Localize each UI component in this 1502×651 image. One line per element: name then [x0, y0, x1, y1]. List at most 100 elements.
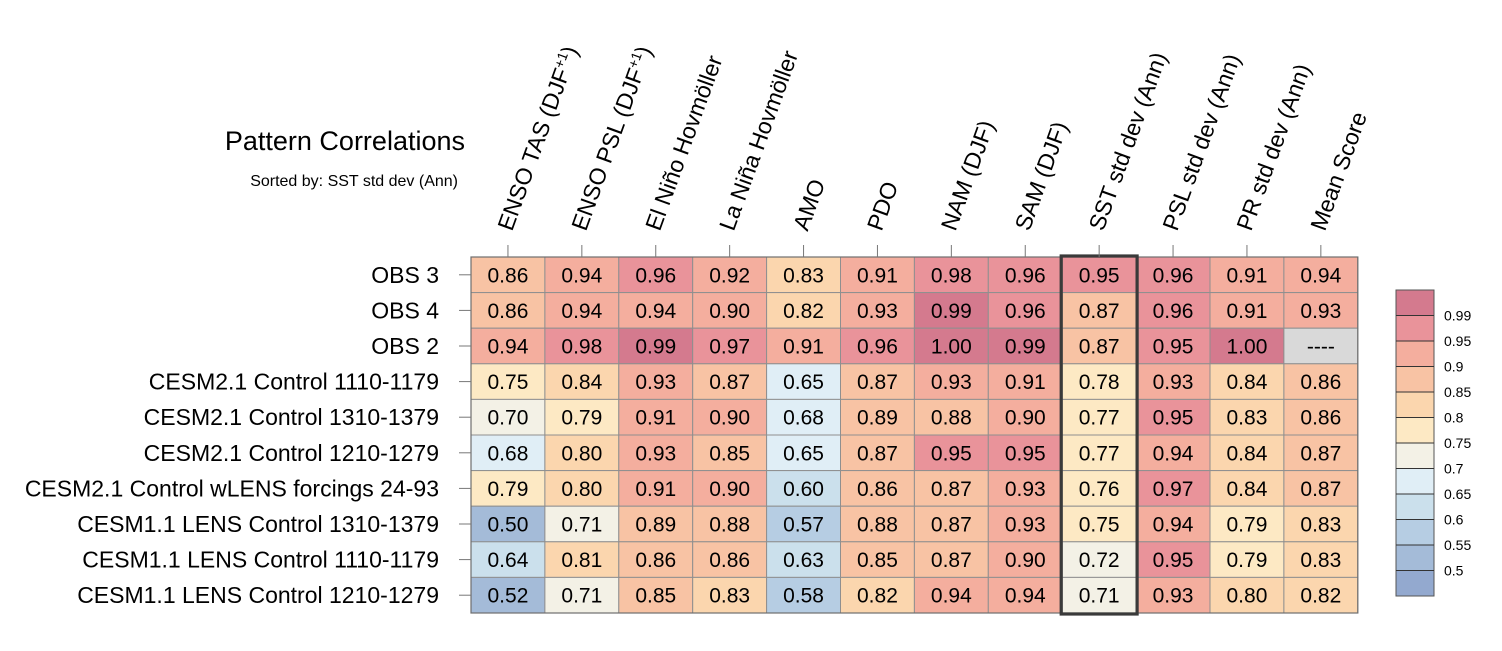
- cell-value: 0.93: [931, 371, 972, 394]
- heatmap-cell: [987, 434, 1063, 472]
- cell-value: 0.79: [488, 478, 529, 501]
- cell-value: 0.95: [1005, 442, 1046, 465]
- cell-value: 0.99: [931, 300, 972, 323]
- cell-value: 0.94: [488, 336, 529, 359]
- colorbar-label: 0.5: [1444, 563, 1464, 579]
- colorbar-swatch: [1396, 290, 1434, 316]
- cell-value: 0.75: [488, 371, 529, 394]
- cell-value: 0.90: [709, 478, 750, 501]
- cell-value: 0.57: [783, 514, 824, 537]
- cell-value: 0.82: [857, 585, 898, 608]
- cell-value: 0.83: [1300, 514, 1341, 537]
- cell-value: 0.99: [1005, 336, 1046, 359]
- heatmap-cell: [1209, 505, 1285, 543]
- cell-value: 0.83: [783, 264, 824, 287]
- heatmap-cell: [692, 541, 768, 578]
- cell-value: 0.87: [931, 514, 972, 537]
- heatmap-cell: [1283, 576, 1359, 614]
- cell-value: 0.86: [488, 300, 529, 323]
- colorbar-label: 0.7: [1444, 461, 1464, 477]
- heatmap-cell: [766, 541, 841, 578]
- cell-value: 0.86: [1300, 371, 1341, 394]
- cell-value: 0.77: [1079, 442, 1120, 465]
- cell-value: 0.95: [1153, 336, 1194, 359]
- heatmap-cell: [544, 505, 620, 543]
- cell-value: 0.87: [1300, 442, 1341, 465]
- cell-value: 0.71: [1079, 585, 1120, 608]
- column-label: Mean Score: [1305, 108, 1372, 233]
- cell-value: 0.86: [488, 264, 529, 287]
- heatmap-cell: [1135, 363, 1211, 400]
- cell-value: 0.86: [857, 478, 898, 501]
- cell-value: 0.95: [1153, 549, 1194, 572]
- heatmap-cell: [1283, 505, 1359, 543]
- heatmap-cell: [840, 541, 915, 578]
- heatmap-cell: [470, 505, 546, 543]
- heatmap-cell: [766, 327, 841, 365]
- cell-value: 0.96: [857, 336, 898, 359]
- heatmap-cell: [913, 327, 989, 365]
- row-label: CESM2.1 Control 1110-1179: [149, 369, 439, 395]
- cell-value: 0.93: [1005, 514, 1046, 537]
- colorbar-label: 0.75: [1444, 435, 1471, 451]
- cell-value: 0.95: [1153, 407, 1194, 430]
- colorbar-label: 0.65: [1444, 486, 1471, 502]
- cell-value: 0.64: [488, 549, 529, 572]
- cell-value: 0.68: [488, 442, 529, 465]
- cell-value: 0.87: [931, 549, 972, 572]
- heatmap-cell: [1135, 541, 1211, 578]
- cell-value: 0.93: [1005, 478, 1046, 501]
- heatmap-cell: [618, 327, 694, 365]
- cell-value: 0.80: [561, 478, 602, 501]
- heatmap-cell: [470, 541, 546, 578]
- colorbar-swatch: [1396, 494, 1434, 520]
- heatmap-cell: [470, 363, 546, 400]
- cell-value: 0.96: [635, 264, 676, 287]
- heatmap-cell: [544, 541, 620, 578]
- cell-value: 0.87: [1079, 300, 1120, 323]
- heatmap-cell: [766, 292, 841, 329]
- cell-value: 0.91: [1005, 371, 1046, 394]
- cell-value: 0.82: [783, 300, 824, 323]
- heatmap-cell: [544, 327, 620, 365]
- colorbar-swatch: [1396, 366, 1434, 392]
- cell-value: 0.95: [1079, 264, 1120, 287]
- cell-value: 0.91: [1227, 264, 1268, 287]
- cell-value: 0.58: [783, 585, 824, 608]
- cell-value: 0.88: [709, 514, 750, 537]
- cell-value: 0.97: [1153, 478, 1194, 501]
- row-label: CESM2.1 Control 1210-1279: [144, 440, 439, 466]
- heatmap-cell: [913, 292, 989, 329]
- cell-value: 0.93: [635, 442, 676, 465]
- row-label: OBS 3: [371, 262, 439, 288]
- cell-value: 0.79: [1227, 514, 1268, 537]
- cell-value: ----: [1307, 336, 1335, 359]
- heatmap-cell: [692, 398, 768, 436]
- cell-value: 0.89: [857, 407, 898, 430]
- heatmap-cell: [544, 470, 620, 507]
- cell-value: 0.93: [1153, 371, 1194, 394]
- cell-value: 0.86: [635, 549, 676, 572]
- heatmap-cell: [1135, 576, 1211, 614]
- cell-value: 0.65: [783, 371, 824, 394]
- cell-value: 0.76: [1079, 478, 1120, 501]
- cell-value: 0.94: [561, 264, 602, 287]
- heatmap-cell: [1283, 363, 1359, 400]
- cell-value: 0.91: [783, 336, 824, 359]
- heatmap-cell: [1135, 505, 1211, 543]
- column-label: PSL std dev (Ann): [1157, 50, 1245, 233]
- cell-value: 0.80: [1227, 585, 1268, 608]
- heatmap-cell: [1209, 327, 1285, 365]
- cell-value: 0.78: [1079, 371, 1120, 394]
- heatmap-cell: [840, 398, 915, 436]
- heatmap-cell: [692, 327, 768, 365]
- cell-value: 0.91: [635, 407, 676, 430]
- colorbar-label: 0.8: [1444, 410, 1464, 426]
- grid-border: [470, 256, 1359, 614]
- cell-value: 0.99: [635, 336, 676, 359]
- cell-value: 1.00: [931, 336, 972, 359]
- colorbar-swatch: [1396, 315, 1434, 341]
- heatmap-cell: [544, 434, 620, 472]
- cell-value: 0.86: [1300, 407, 1341, 430]
- heatmap-cell: [840, 292, 915, 329]
